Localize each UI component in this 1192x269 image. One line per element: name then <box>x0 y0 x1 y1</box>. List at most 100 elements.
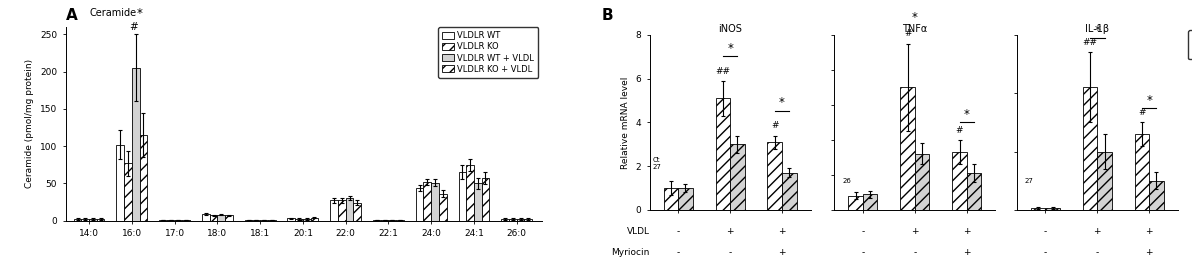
Text: +: + <box>911 227 919 236</box>
Text: *: * <box>964 108 970 121</box>
Bar <box>174 220 182 221</box>
Bar <box>253 220 260 221</box>
Text: 27: 27 <box>1025 178 1033 184</box>
Bar <box>952 152 967 210</box>
Bar <box>664 188 678 210</box>
Bar <box>730 144 745 210</box>
Bar <box>967 173 981 210</box>
Text: -: - <box>862 248 864 257</box>
Bar <box>217 215 225 221</box>
Bar <box>380 220 389 221</box>
Bar <box>432 183 439 221</box>
Bar <box>117 145 124 221</box>
Text: *: * <box>780 96 786 109</box>
Text: #: # <box>1138 108 1146 117</box>
Text: +: + <box>778 248 786 257</box>
Bar <box>524 219 532 221</box>
Text: #: # <box>956 126 963 135</box>
Bar <box>768 142 782 210</box>
Bar <box>502 219 509 221</box>
Text: A: A <box>66 8 77 23</box>
Bar <box>167 220 174 221</box>
Bar <box>81 219 89 221</box>
Bar <box>303 219 311 221</box>
Bar <box>296 219 303 221</box>
Bar <box>89 219 97 221</box>
Y-axis label: Ceramide (pmol/mg protein): Ceramide (pmol/mg protein) <box>25 59 35 188</box>
Bar <box>474 183 482 221</box>
Bar <box>459 172 466 221</box>
Bar <box>132 68 139 221</box>
Bar <box>311 218 318 221</box>
Bar <box>423 182 432 221</box>
Bar <box>210 215 217 221</box>
Text: +: + <box>963 227 970 236</box>
Bar <box>346 198 353 221</box>
Bar <box>782 173 796 210</box>
Text: -: - <box>728 248 732 257</box>
Bar <box>466 165 474 221</box>
Bar <box>482 178 490 221</box>
Bar <box>1149 181 1163 210</box>
Text: +: + <box>726 227 734 236</box>
Text: *: * <box>137 7 143 20</box>
Bar <box>914 154 930 210</box>
Bar <box>900 87 914 210</box>
Text: -: - <box>677 227 679 236</box>
Bar <box>260 220 268 221</box>
Text: Ceramide: Ceramide <box>89 8 137 18</box>
Text: -: - <box>1044 227 1047 236</box>
Title: iNOS: iNOS <box>718 24 743 34</box>
Text: +: + <box>963 248 970 257</box>
Text: *: * <box>1147 94 1153 107</box>
Bar <box>416 188 423 221</box>
Bar <box>244 220 253 221</box>
Bar <box>225 215 232 221</box>
Bar <box>863 194 877 210</box>
Text: -: - <box>677 248 679 257</box>
Bar <box>287 218 296 221</box>
Bar <box>1045 208 1060 210</box>
Text: -: - <box>913 248 917 257</box>
Bar <box>353 203 361 221</box>
Text: -: - <box>1044 248 1047 257</box>
Text: ##: ## <box>1082 38 1098 47</box>
Text: *: * <box>912 12 918 24</box>
Bar <box>330 200 339 221</box>
Bar <box>389 220 396 221</box>
Text: *: * <box>727 42 733 55</box>
Bar <box>1082 87 1098 210</box>
Bar <box>124 163 132 221</box>
Text: B: B <box>602 8 614 23</box>
Text: Myriocin: Myriocin <box>611 248 650 257</box>
Text: +: + <box>778 227 786 236</box>
Text: #: # <box>771 121 778 130</box>
Text: ##: ## <box>715 67 731 76</box>
Bar <box>516 219 524 221</box>
Text: +: + <box>1093 227 1101 236</box>
Bar <box>74 219 81 221</box>
Text: -: - <box>862 227 864 236</box>
Bar <box>396 220 404 221</box>
Legend: VLDLR WT, VLDLR KO, VLDLR WT + VLDL, VLDLR KO + VLDL: VLDLR WT, VLDLR KO, VLDLR WT + VLDL, VLD… <box>437 27 539 78</box>
Text: VLDL: VLDL <box>627 227 650 236</box>
Bar <box>1031 208 1045 210</box>
Bar <box>182 220 190 221</box>
Text: *: * <box>1094 24 1100 37</box>
Text: #: # <box>129 22 138 32</box>
Bar <box>1098 151 1112 210</box>
Text: +: + <box>1146 227 1153 236</box>
Text: -: - <box>1095 248 1099 257</box>
Bar <box>160 220 167 221</box>
Bar <box>678 188 693 210</box>
Text: #: # <box>904 30 912 38</box>
Bar <box>139 135 148 221</box>
Bar <box>1135 134 1149 210</box>
Bar <box>715 98 730 210</box>
Bar <box>849 196 863 210</box>
Title: IL-1β: IL-1β <box>1085 24 1110 34</box>
Bar <box>339 200 346 221</box>
Title: TNFα: TNFα <box>902 24 927 34</box>
Bar <box>439 194 447 221</box>
Text: +: + <box>1146 248 1153 257</box>
